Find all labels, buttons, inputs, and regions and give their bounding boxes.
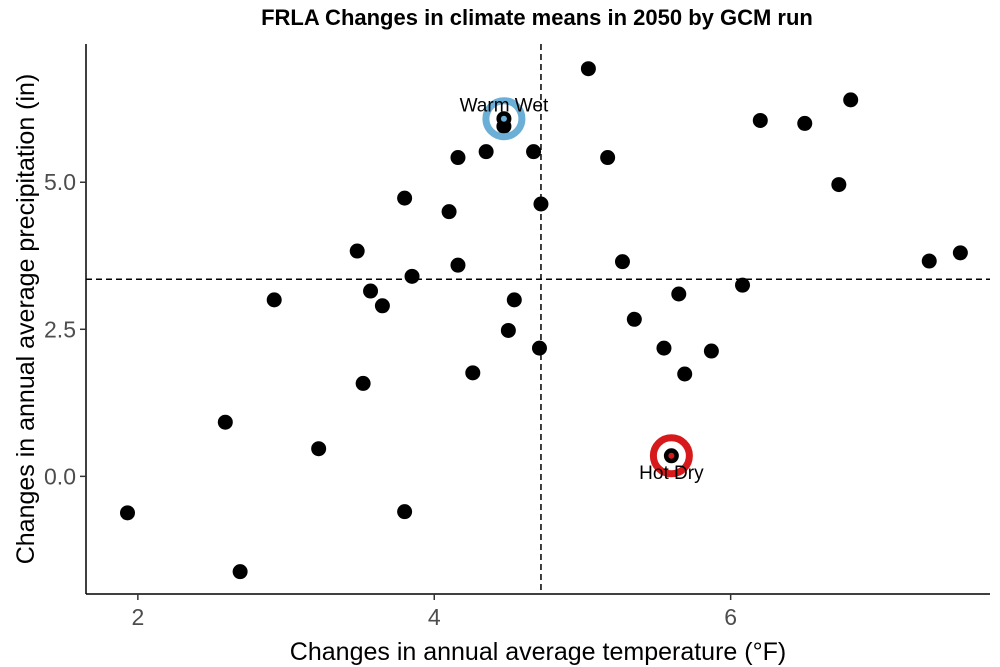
reference-lines [86,44,990,594]
data-point [831,177,847,193]
highlight-center [668,452,675,459]
data-point [614,254,630,270]
x-tick-label: 6 [724,604,737,630]
data-point [526,144,542,160]
highlight-center [500,115,507,122]
data-point [232,564,248,580]
data-point [496,118,512,134]
ticks: 2 4 6 0.0 2.5 5.0 [44,169,737,630]
data-point [752,112,768,128]
y-tick-label: 0.0 [44,463,76,489]
data-point [797,115,813,131]
data-point [441,204,457,220]
highlight-ring [482,97,526,141]
data-point [533,196,549,212]
data-point [355,375,371,391]
chart-title: FRLA Changes in climate means in 2050 by… [261,5,813,30]
data-point [374,298,390,314]
x-tick-label: 2 [131,604,144,630]
data-point [703,343,719,359]
data-point [952,245,968,261]
axes [85,44,990,595]
highlighted-scenarios: Warm Wet Hot Dry [460,96,704,484]
data-point [671,286,687,302]
x-tick-label: 4 [428,604,441,630]
data-point [450,257,466,273]
highlight-label: Hot Dry [639,463,704,484]
x-axis-title: Changes in annual average temperature (°… [290,638,786,666]
data-points [119,61,968,580]
data-point [580,61,596,77]
data-point [600,150,616,166]
y-axis-title: Changes in annual average precipitation … [12,74,40,565]
data-point [397,504,413,520]
data-point [478,144,494,160]
data-point [404,268,420,284]
data-point [266,292,282,308]
data-point [311,441,327,457]
data-point [363,283,379,299]
highlight-ring [649,434,693,478]
data-point [735,277,751,293]
data-point [506,292,522,308]
data-point [119,505,135,521]
data-point [677,366,693,382]
data-point [465,365,481,381]
highlight-label: Warm Wet [460,96,549,117]
data-point [397,190,413,206]
data-point [531,340,547,356]
data-point [921,253,937,269]
data-point [656,340,672,356]
data-point [843,92,859,108]
y-tick-label: 2.5 [44,316,76,342]
data-point [500,322,516,338]
data-point [349,243,365,259]
data-point [450,150,466,166]
data-point [217,414,233,430]
y-tick-label: 5.0 [44,169,76,195]
data-point [626,311,642,327]
